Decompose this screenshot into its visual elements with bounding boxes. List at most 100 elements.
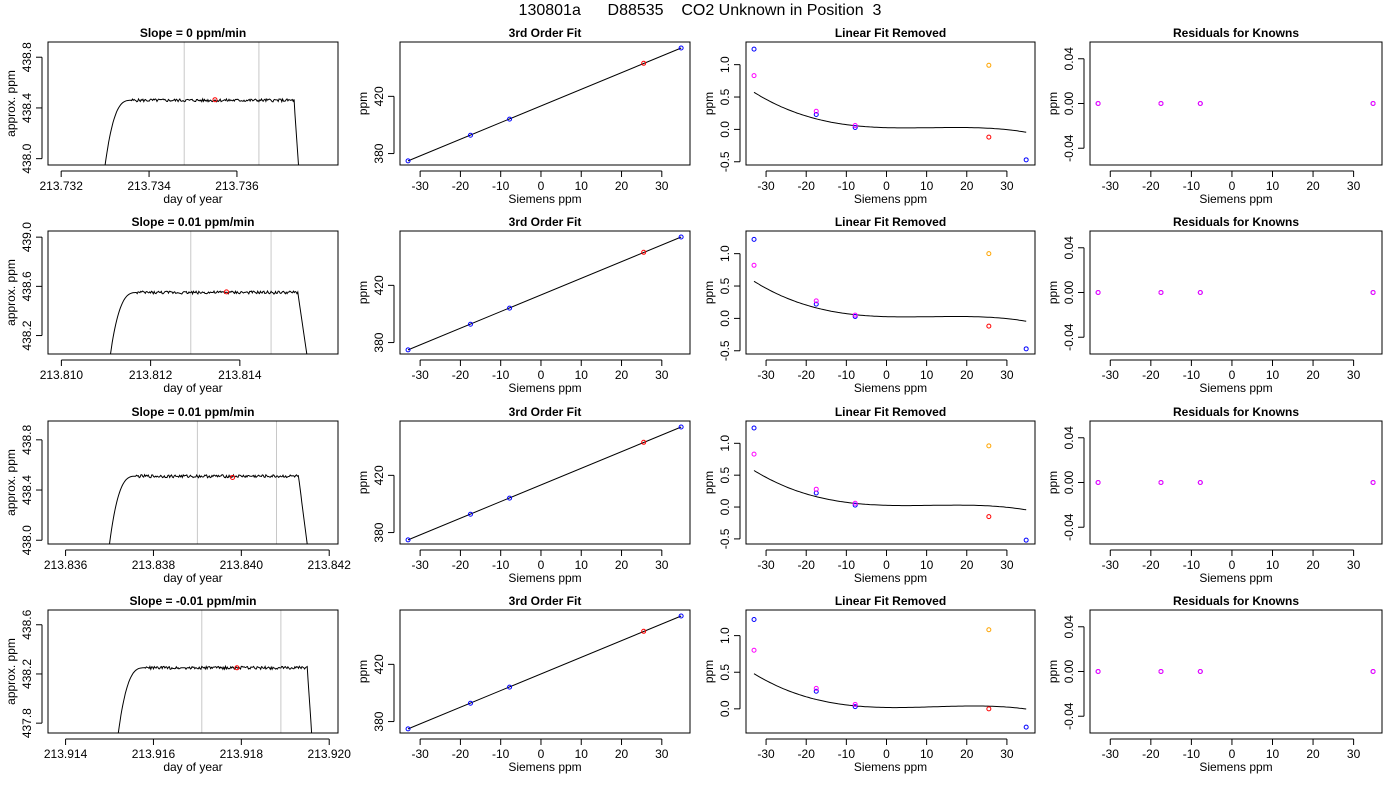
y-tick-label: 0.0 — [718, 498, 732, 515]
x-axis-label: Siemens ppm — [854, 571, 927, 585]
y-tick-label: 1.0 — [718, 245, 732, 262]
fit-line — [407, 236, 682, 351]
data-point — [751, 46, 757, 52]
y-axis-label: ppm — [356, 281, 370, 304]
panel-title: 3rd Order Fit — [509, 215, 582, 229]
mean-marker — [230, 474, 236, 480]
chart-panel-4-1: Slope = -0.01 ppm/min 213.914 213.916 213.9… — [4, 594, 351, 774]
data-point — [751, 647, 757, 653]
chart-panel-1-4: Residuals for Knowns -30 -20 -10 0 10 20 30 -0.0… — [1046, 26, 1383, 206]
x-tick-label: 0 — [883, 368, 890, 382]
x-tick-label: 20 — [960, 179, 974, 193]
x-tick-label: -30 — [757, 558, 775, 572]
plot-area — [405, 613, 684, 732]
data-point — [986, 514, 992, 520]
x-tick-label: 30 — [1347, 179, 1361, 193]
y-axis-label: approx. ppm — [4, 638, 18, 705]
data-point — [641, 60, 647, 66]
x-tick-label: 0 — [883, 558, 890, 572]
x-tick-label: -10 — [838, 368, 856, 382]
x-tick-label: 10 — [1266, 747, 1280, 761]
data-point — [507, 305, 513, 311]
data-point — [1158, 290, 1164, 295]
x-tick-label: -20 — [452, 368, 470, 382]
x-axis-label: Siemens ppm — [1199, 571, 1272, 585]
x-tick-label: 30 — [1000, 747, 1014, 761]
x-tick-label: 213.814 — [218, 368, 262, 382]
y-tick-label: 0.00 — [1062, 91, 1076, 115]
y-tick-label: 0.00 — [1062, 280, 1076, 304]
x-axis-label: Siemens ppm — [854, 760, 927, 774]
data-point — [986, 62, 992, 68]
data-point — [852, 312, 858, 318]
x-tick-label: -30 — [757, 747, 775, 761]
x-tick-label: -10 — [838, 179, 856, 193]
data-point — [852, 704, 858, 710]
plot-frame — [47, 41, 339, 166]
plot-area — [405, 234, 684, 353]
data-point — [813, 486, 819, 492]
x-tick-label: -30 — [757, 368, 775, 382]
panel-title: Linear Fit Removed — [835, 26, 946, 40]
x-tick-label: -30 — [411, 368, 429, 382]
x-tick-label: -20 — [798, 747, 816, 761]
x-tick-label: 213.842 — [308, 558, 352, 572]
data-point — [852, 124, 858, 130]
plot-frame — [1089, 420, 1383, 545]
y-tick-label: 0.04 — [1062, 426, 1076, 450]
data-point — [678, 234, 684, 240]
fit-line — [407, 47, 682, 162]
x-tick-label: 10 — [575, 558, 589, 572]
data-point — [751, 617, 757, 623]
x-axis-label: day of year — [163, 760, 222, 774]
data-point — [507, 116, 513, 122]
y-axis-label: ppm — [356, 92, 370, 115]
data-point — [1370, 480, 1376, 485]
x-tick-label: 0 — [538, 179, 545, 193]
x-tick-label: 10 — [920, 368, 934, 382]
y-tick-label: 380 — [372, 711, 386, 731]
data-point — [405, 537, 411, 543]
chart-panel-3-2: 3rd Order Fit -30 -20 -10 0 10 20 30 380 420 Sieme… — [356, 405, 691, 585]
data-point — [467, 700, 473, 706]
plot-frame — [47, 420, 339, 545]
data-point — [852, 701, 858, 707]
x-tick-label: 10 — [575, 179, 589, 193]
y-tick-label: -0.04 — [1062, 134, 1076, 162]
plot-frame — [745, 230, 1036, 355]
panel-title: 3rd Order Fit — [509, 594, 582, 608]
mean-marker — [234, 665, 240, 671]
data-point — [1095, 290, 1101, 295]
data-point — [405, 158, 411, 164]
plot-frame — [745, 420, 1036, 545]
cubic-fit-curve — [753, 470, 1027, 511]
data-point — [678, 424, 684, 430]
x-tick-label: 20 — [615, 368, 629, 382]
x-tick-label: 10 — [575, 747, 589, 761]
x-tick-label: -30 — [1102, 747, 1120, 761]
x-axis-label: Siemens ppm — [508, 381, 581, 395]
x-tick-label: 213.918 — [220, 747, 264, 761]
x-tick-label: -30 — [1102, 558, 1120, 572]
x-tick-label: 213.736 — [215, 179, 259, 193]
chart-panel-4-4: Residuals for Knowns -30 -20 -10 0 10 20 30 -0.0… — [1046, 594, 1383, 774]
y-tick-label: 1.0 — [718, 435, 732, 452]
data-point — [986, 251, 992, 257]
chart-panel-1-1: Slope = 0 ppm/min 213.732 213.734 213.736 43… — [4, 26, 339, 206]
plot-frame — [745, 609, 1036, 734]
data-point — [986, 323, 992, 329]
concentration-trace — [110, 289, 308, 354]
x-tick-label: 30 — [1347, 558, 1361, 572]
x-tick-label: 0 — [883, 747, 890, 761]
y-tick-label: -0.04 — [1062, 323, 1076, 351]
data-point — [986, 627, 992, 633]
panel-title: Residuals for Knowns — [1173, 405, 1299, 419]
x-tick-label: 20 — [1306, 747, 1320, 761]
data-point — [1095, 101, 1101, 106]
plot-frame — [399, 230, 691, 355]
data-point — [986, 706, 992, 712]
x-tick-label: 20 — [960, 368, 974, 382]
data-point — [813, 685, 819, 691]
y-tick-label: 420 — [372, 275, 386, 295]
data-point — [813, 301, 819, 307]
